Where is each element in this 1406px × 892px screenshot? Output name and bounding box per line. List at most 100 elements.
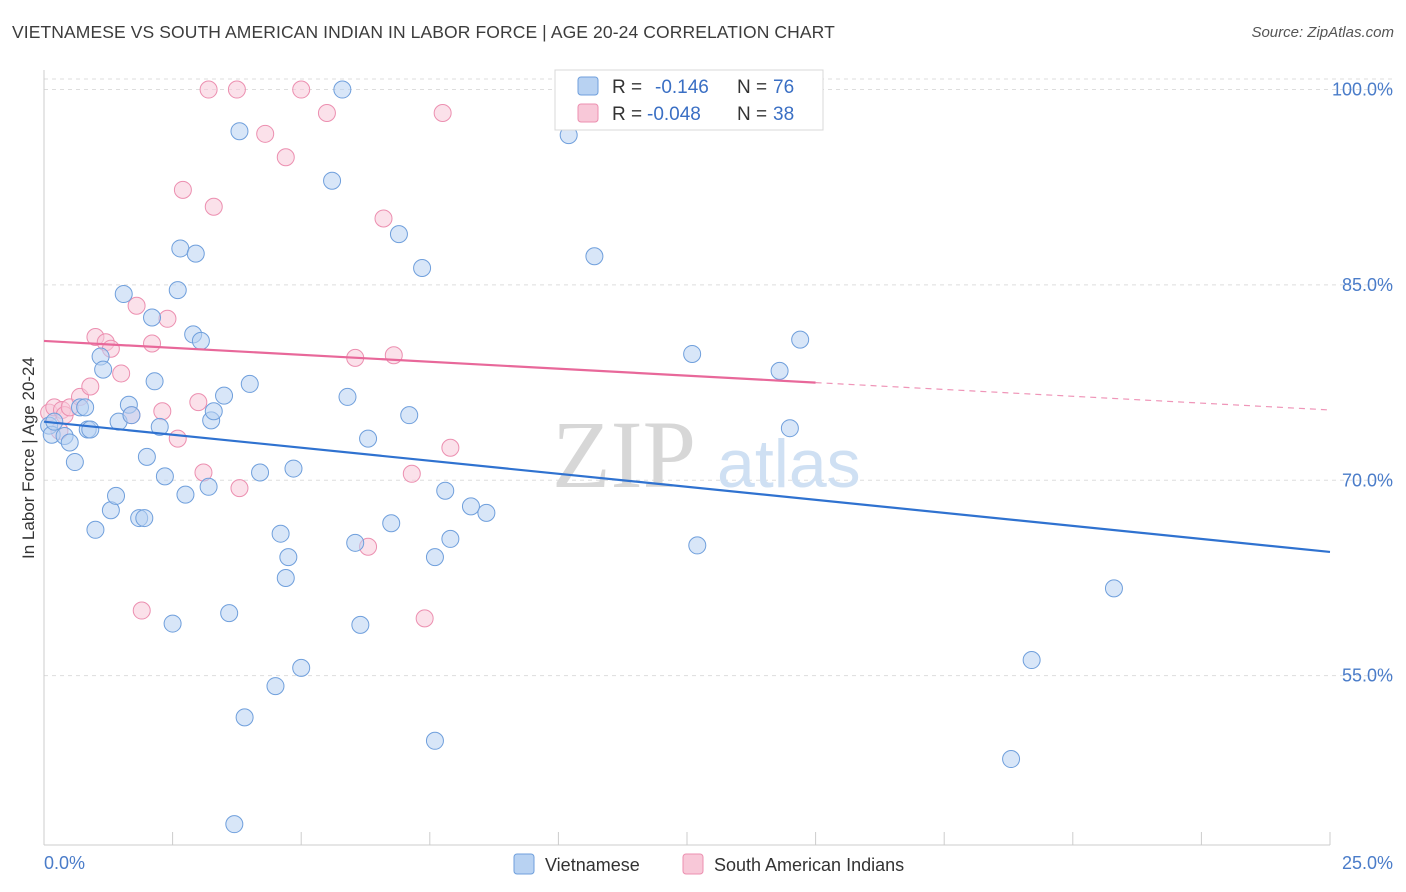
vietnamese-point-49 <box>323 171 342 190</box>
stats-legend-swatch-south-american-indians <box>577 103 599 123</box>
vietnamese-point-69 <box>688 536 707 555</box>
south-american-indians-point-7 <box>81 377 100 396</box>
south-american-indians-point-25 <box>230 479 249 498</box>
south-american-indians-point-35 <box>415 609 434 628</box>
vietnamese-point-21 <box>137 447 156 466</box>
vietnamese-point-52 <box>346 533 365 552</box>
vietnamese-point-31 <box>186 244 205 263</box>
stats-n-label-2: N = <box>737 104 767 125</box>
stats-r-value-2: -0.048 <box>647 104 701 125</box>
vietnamese-point-22 <box>143 308 162 327</box>
vietnamese-point-64 <box>477 503 496 522</box>
vietnamese-point-35 <box>204 402 223 421</box>
trend-line-south-american-indians <box>43 339 816 384</box>
vietnamese-point-74 <box>1104 579 1123 598</box>
south-american-indians-point-26 <box>256 124 275 143</box>
south-american-indians-point-34 <box>402 464 421 483</box>
x-tick-label-min: 0.0% <box>44 853 85 873</box>
vietnamese-point-70 <box>770 361 789 380</box>
vietnamese-point-66 <box>585 247 604 266</box>
legend-swatch-south-american-indians <box>682 853 704 875</box>
south-american-indians-point-24 <box>227 80 246 99</box>
vietnamese-point-23 <box>145 372 164 391</box>
south-american-indians-point-29 <box>317 103 336 122</box>
legend-label-south-american-indians: South American Indians <box>714 855 904 875</box>
vietnamese-point-43 <box>266 677 285 696</box>
vietnamese-point-26 <box>163 614 182 633</box>
watermark: ZIP atlas <box>552 401 861 508</box>
vietnamese-point-54 <box>359 429 378 448</box>
south-american-indians-point-19 <box>173 180 192 199</box>
vietnamese-point-33 <box>199 477 218 496</box>
watermark-zip: ZIP <box>552 401 696 508</box>
vietnamese-point-68 <box>683 344 702 363</box>
stats-n-value-2: 38 <box>773 104 794 125</box>
stats-r-value-1: -0.146 <box>655 77 709 98</box>
stats-legend-box <box>554 69 824 131</box>
vietnamese-point-71 <box>791 330 810 349</box>
south-american-indians-point-15 <box>143 334 162 353</box>
trend-line-south-american-indians-extension <box>815 382 1331 411</box>
vietnamese-point-37 <box>220 604 239 623</box>
south-american-indians-point-28 <box>292 80 311 99</box>
stats-legend-swatch-vietnamese <box>577 76 599 96</box>
y-axis-title: In Labor Force | Age 20-24 <box>19 357 38 559</box>
vietnamese-point-57 <box>400 406 419 425</box>
stats-r-label-2: R = <box>612 104 642 125</box>
vietnamese-point-41 <box>240 374 259 393</box>
vietnamese-point-47 <box>284 459 303 478</box>
vietnamese-point-53 <box>351 615 370 634</box>
vietnamese-point-73 <box>1022 651 1041 670</box>
vietnamese-point-28 <box>171 239 190 258</box>
vietnamese-point-61 <box>436 481 455 500</box>
south-american-indians-point-11 <box>112 364 131 383</box>
vietnamese-point-44 <box>271 524 290 543</box>
vietnamese-point-25 <box>155 467 174 486</box>
vietnamese-point-27 <box>168 281 187 300</box>
vietnamese-point-38 <box>225 815 244 834</box>
vietnamese-point-5 <box>65 453 84 472</box>
vietnamese-point-72 <box>1002 750 1021 769</box>
vietnamese-point-4 <box>60 433 79 452</box>
y-tick-label-0: 55.0% <box>1342 666 1393 686</box>
vietnamese-point-29 <box>176 485 195 504</box>
vietnamese-point-42 <box>251 463 270 482</box>
y-tick-label-2: 85.0% <box>1342 275 1393 295</box>
vietnamese-point-55 <box>382 514 401 533</box>
series-vietnamese-points <box>40 80 1123 834</box>
vietnamese-point-32 <box>191 331 210 350</box>
vietnamese-point-24 <box>150 417 169 436</box>
south-american-indians-point-13 <box>127 296 146 315</box>
vietnamese-point-36 <box>215 386 234 405</box>
x-ticks <box>172 832 1331 845</box>
south-american-indians-point-16 <box>153 402 172 421</box>
south-american-indians-point-17 <box>158 309 177 328</box>
vietnamese-point-46 <box>279 548 298 567</box>
south-american-indians-point-20 <box>189 393 208 412</box>
legend-swatch-vietnamese <box>513 853 535 875</box>
y-tick-labels: 55.0% 70.0% 85.0% 100.0% <box>1332 80 1393 686</box>
vietnamese-point-39 <box>230 122 249 141</box>
vietnamese-point-51 <box>338 387 357 406</box>
y-tick-label-3: 100.0% <box>1332 80 1393 100</box>
legend-label-vietnamese: Vietnamese <box>545 855 640 875</box>
chart-title: VIETNAMESE VS SOUTH AMERICAN INDIAN IN L… <box>12 22 835 42</box>
vietnamese-point-63 <box>461 497 480 516</box>
vietnamese-point-59 <box>425 548 444 567</box>
south-american-indians-point-37 <box>441 438 460 457</box>
stats-r-label-1: R = <box>612 77 642 98</box>
vietnamese-point-18 <box>122 406 141 425</box>
vietnamese-point-56 <box>389 225 408 244</box>
south-american-indians-point-36 <box>433 103 452 122</box>
vietnamese-point-48 <box>292 658 311 677</box>
vietnamese-point-50 <box>333 80 352 99</box>
vietnamese-point-12 <box>94 360 113 379</box>
vietnamese-point-58 <box>413 258 432 277</box>
vietnamese-point-62 <box>441 529 460 548</box>
trend-line-vietnamese <box>43 420 1331 554</box>
stats-n-label-1: N = <box>737 77 767 98</box>
vietnamese-point-14 <box>107 486 126 505</box>
stats-n-value-1: 76 <box>773 77 794 98</box>
vietnamese-point-10 <box>86 520 105 539</box>
